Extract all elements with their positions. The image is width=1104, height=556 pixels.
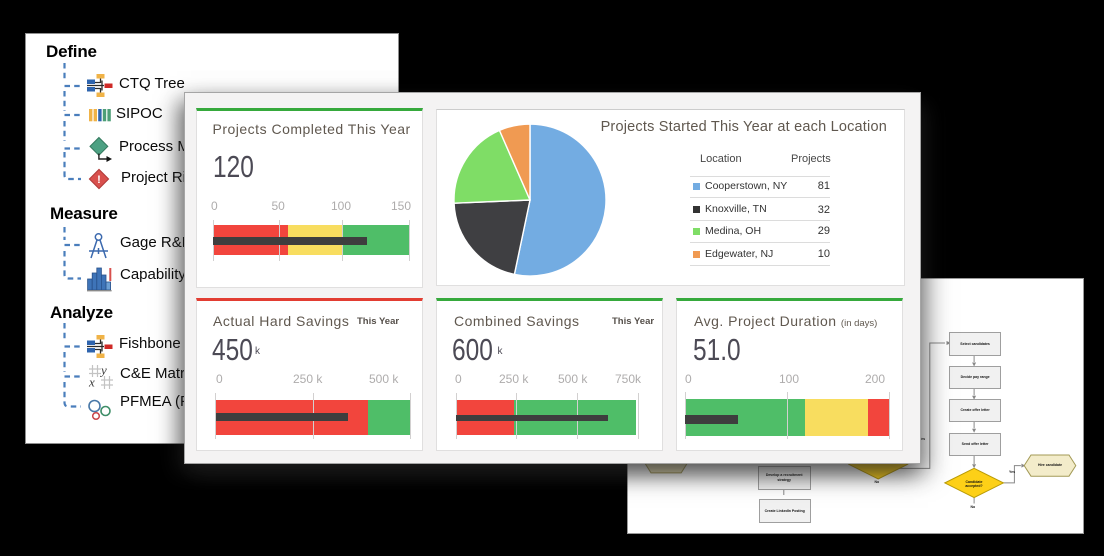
svg-text:x: x — [88, 375, 95, 390]
svg-text:!: ! — [97, 174, 101, 186]
svg-text:y: y — [99, 363, 107, 378]
